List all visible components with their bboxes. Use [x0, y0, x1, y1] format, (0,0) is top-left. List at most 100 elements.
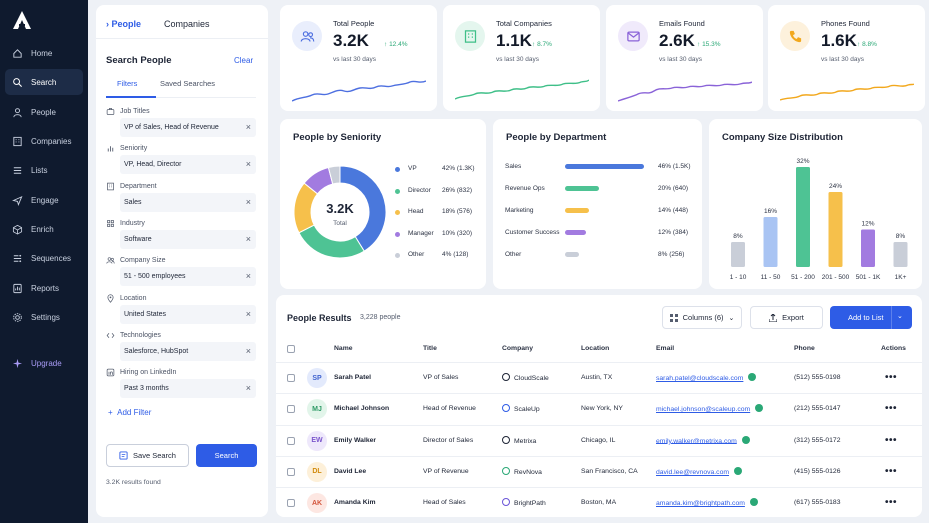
email-link[interactable]: michael.johnson@scaleup.com: [656, 406, 751, 414]
email-cell[interactable]: emily.walker@metrixa.com: [656, 435, 750, 445]
department-bar: [565, 252, 579, 257]
size-bar-value: 32%: [796, 158, 809, 165]
table-row[interactable]: DL David Lee VP of Revenue RevNova San Franc…: [276, 455, 922, 487]
sidebar-item-enrich[interactable]: Enrich: [5, 216, 83, 242]
column-header-actions[interactable]: Actions: [881, 345, 906, 352]
row-checkbox[interactable]: [287, 374, 295, 382]
sidebar-item-upgrade[interactable]: Upgrade: [5, 350, 83, 376]
columns-dropdown[interactable]: Columns (6) ⌄: [662, 306, 742, 329]
column-header-name[interactable]: Name: [334, 345, 353, 352]
person-name[interactable]: Michael Johnson: [334, 405, 390, 413]
filter-value-field[interactable]: VP of Sales, Head of Revenue ×: [120, 118, 256, 137]
export-button[interactable]: Export: [750, 306, 823, 329]
email-link[interactable]: amanda.kim@brightpath.com: [656, 499, 745, 507]
row-checkbox[interactable]: [287, 467, 295, 476]
row-checkbox[interactable]: [287, 436, 295, 445]
department-label: Sales: [505, 163, 522, 170]
remove-filter-icon[interactable]: ×: [245, 233, 251, 244]
column-header-company[interactable]: Company: [502, 345, 533, 352]
save-search-button[interactable]: Save Search: [106, 444, 189, 467]
filter-label: Location: [120, 294, 147, 302]
sidebar-item-label: Sequences: [31, 253, 72, 263]
more-actions-icon[interactable]: •••: [885, 497, 898, 509]
legend-value: 4% (128): [442, 251, 469, 258]
company-cell[interactable]: CloudScale: [502, 373, 549, 382]
company-cell[interactable]: BrightPath: [502, 498, 546, 507]
sidebar-item-reports[interactable]: Reports: [5, 275, 83, 301]
company-cell[interactable]: ScaleUp: [502, 404, 540, 413]
size-bar-4: [861, 229, 875, 267]
add-filter-button[interactable]: + Add Filter: [108, 408, 152, 417]
remove-filter-icon[interactable]: ×: [245, 308, 251, 319]
select-all-checkbox[interactable]: [287, 345, 295, 353]
person-name[interactable]: David Lee: [334, 467, 367, 475]
clear-button[interactable]: Clear: [234, 56, 254, 65]
table-row[interactable]: AK Amanda Kim Head of Sales BrightPath Bosto…: [276, 487, 922, 518]
filter-value-field[interactable]: Sales ×: [120, 192, 256, 212]
search-button[interactable]: Search: [196, 444, 257, 467]
more-actions-icon[interactable]: •••: [885, 372, 898, 383]
filter-value-field[interactable]: VP, Head, Director ×: [120, 155, 256, 175]
email-cell[interactable]: sarah.patel@cloudscale.com: [656, 373, 757, 382]
building-icon: [13, 136, 22, 146]
more-actions-icon[interactable]: •••: [885, 403, 898, 415]
sidebar-item-lists[interactable]: Lists: [5, 157, 83, 183]
person-phone: (415) 555-0126: [794, 467, 841, 475]
column-header-email[interactable]: Email: [656, 345, 675, 352]
remove-filter-icon[interactable]: ×: [245, 271, 251, 282]
add-to-list-button[interactable]: Add to List ⌄: [830, 306, 912, 329]
chevron-down-icon[interactable]: ⌄: [897, 313, 903, 320]
email-link[interactable]: david.lee@revnova.com: [656, 468, 730, 476]
column-header-phone[interactable]: Phone: [794, 345, 815, 352]
remove-filter-icon[interactable]: ×: [245, 345, 251, 356]
sidebar-item-label: People: [31, 107, 56, 117]
table-row[interactable]: SP Sarah Patel VP of Sales CloudScale Austin…: [276, 362, 922, 393]
remove-filter-icon[interactable]: ×: [245, 159, 251, 170]
email-cell[interactable]: david.lee@revnova.com: [656, 466, 743, 476]
filter-value-field[interactable]: 51 - 500 employees ×: [120, 267, 256, 287]
person-name[interactable]: Sarah Patel: [334, 374, 372, 381]
company-cell[interactable]: RevNova: [502, 466, 542, 476]
filter-value-field[interactable]: United States ×: [120, 304, 256, 324]
table-row[interactable]: EW Emily Walker Director of Sales Metrixa Ch…: [276, 424, 922, 456]
sidebar-item-settings[interactable]: Settings: [5, 304, 83, 330]
size-bar-3: [828, 192, 843, 267]
sidebar-item-people[interactable]: People: [5, 99, 83, 125]
row-checkbox[interactable]: [287, 499, 295, 508]
subtab-saved-searches[interactable]: Saved Searches: [160, 79, 216, 88]
company-cell[interactable]: Metrixa: [502, 435, 536, 445]
tab-companies[interactable]: Companies: [164, 19, 210, 29]
sidebar-item-sequences[interactable]: Sequences: [5, 245, 83, 271]
column-header-title[interactable]: Title: [423, 345, 437, 352]
active-subtab-indicator: [106, 96, 156, 98]
person-name[interactable]: Emily Walker: [334, 436, 377, 444]
sidebar-item-engage[interactable]: Engage: [5, 187, 83, 213]
sidebar-item-home[interactable]: Home: [5, 40, 83, 66]
person-name[interactable]: Amanda Kim: [334, 499, 376, 507]
more-actions-icon[interactable]: •••: [885, 434, 898, 446]
filter-value-field[interactable]: Salesforce, HubSpot ×: [120, 341, 256, 361]
app-logo[interactable]: [12, 10, 32, 30]
table-row[interactable]: MJ Michael Johnson Head of Revenue ScaleUp N…: [276, 393, 922, 424]
remove-filter-icon[interactable]: ×: [245, 196, 251, 207]
column-header-location[interactable]: Location: [581, 345, 610, 352]
filter-value-field[interactable]: Software ×: [120, 229, 256, 249]
stat-comparison: vs last 30 days: [333, 56, 376, 63]
tab-people[interactable]: › People: [106, 19, 142, 29]
remove-filter-icon[interactable]: ×: [245, 383, 251, 394]
more-actions-icon[interactable]: •••: [885, 465, 898, 477]
sidebar-item-companies[interactable]: Companies: [5, 128, 83, 154]
seniority-chart-title: People by Seniority: [293, 132, 382, 143]
subtab-filters[interactable]: Filters: [117, 79, 138, 88]
email-cell[interactable]: michael.johnson@scaleup.com: [656, 404, 764, 414]
filter-value: Past 3 months: [124, 385, 169, 393]
filter-value-field[interactable]: Past 3 months ×: [120, 379, 256, 399]
sidebar-item-search[interactable]: Search: [5, 69, 83, 95]
email-link[interactable]: emily.walker@metrixa.com: [656, 437, 737, 445]
company-name: RevNova: [514, 468, 542, 476]
row-checkbox[interactable]: [287, 405, 295, 414]
search-icon: [13, 77, 23, 87]
email-cell[interactable]: amanda.kim@brightpath.com: [656, 498, 758, 507]
remove-filter-icon[interactable]: ×: [245, 122, 251, 132]
email-link[interactable]: sarah.patel@cloudscale.com: [656, 374, 744, 382]
